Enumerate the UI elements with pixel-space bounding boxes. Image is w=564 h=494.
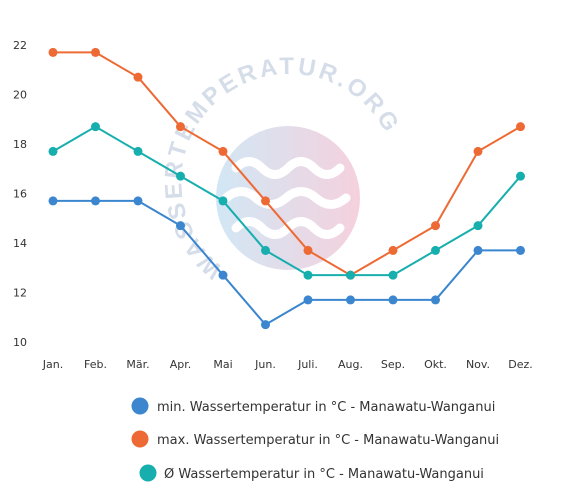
- x-tick-label: Jun.: [254, 358, 276, 371]
- legend-marker: [131, 430, 149, 448]
- data-point[interactable]: [346, 295, 355, 305]
- data-point[interactable]: [303, 245, 313, 255]
- y-axis: 10 12 14 16 18 20 22: [13, 39, 27, 349]
- data-point[interactable]: [91, 122, 100, 132]
- legend-label: max. Wassertemperatur in °C - Manawatu-W…: [157, 433, 499, 448]
- x-tick-label: Dez.: [508, 358, 533, 371]
- data-point[interactable]: [176, 171, 185, 181]
- data-point[interactable]: [516, 171, 525, 181]
- legend: min. Wassertemperatur in °C - Manawatu-W…: [131, 397, 500, 483]
- data-point[interactable]: [473, 146, 483, 156]
- data-point[interactable]: [48, 196, 58, 206]
- data-point[interactable]: [176, 221, 185, 231]
- series-1: [48, 196, 525, 330]
- legend-label: min. Wassertemperatur in °C - Manawatu-W…: [157, 400, 495, 415]
- series-line: [53, 199, 521, 326]
- x-tick-label: Feb.: [84, 358, 107, 371]
- x-tick-label: Nov.: [466, 358, 490, 371]
- series-line: [53, 51, 522, 277]
- x-tick-label: Apr.: [170, 358, 192, 371]
- data-point[interactable]: [303, 295, 313, 305]
- data-point[interactable]: [516, 122, 525, 132]
- x-tick-label: Okt.: [424, 358, 447, 371]
- data-point[interactable]: [303, 270, 313, 280]
- data-point[interactable]: [133, 196, 143, 206]
- data-point[interactable]: [388, 270, 398, 280]
- data-point[interactable]: [218, 270, 228, 280]
- x-tick-label: Juli.: [297, 358, 318, 371]
- x-tick-label: Sep.: [381, 358, 405, 371]
- watermark-logo: WASSERTEMPERATUR.ORG: [160, 53, 402, 284]
- data-point[interactable]: [473, 221, 483, 231]
- series-line: [52, 125, 522, 277]
- x-tick-label: Mär.: [126, 358, 149, 371]
- data-point[interactable]: [346, 270, 355, 280]
- series-3: [48, 122, 525, 280]
- legend-marker: [131, 397, 149, 415]
- y-tick-label: 22: [13, 39, 27, 52]
- legend-marker: [139, 464, 157, 482]
- y-tick-label: 18: [13, 138, 27, 151]
- y-tick-label: 10: [13, 336, 27, 349]
- y-tick-label: 14: [13, 237, 27, 250]
- data-point[interactable]: [133, 72, 143, 82]
- data-point[interactable]: [91, 47, 100, 57]
- x-axis: Jan. Feb. Mär. Apr. Mai Jun. Juli. Aug. Sep. Okt.…: [42, 358, 533, 371]
- data-point[interactable]: [261, 196, 270, 206]
- legend-item[interactable]: min. Wassertemperatur in °C - Manawatu-W…: [131, 397, 496, 416]
- x-tick-label: Aug.: [338, 358, 363, 371]
- data-point[interactable]: [431, 245, 440, 255]
- data-point[interactable]: [473, 245, 483, 255]
- data-point[interactable]: [431, 295, 440, 305]
- x-tick-label: Mai: [213, 358, 232, 371]
- data-point[interactable]: [388, 295, 398, 305]
- data-point[interactable]: [431, 221, 440, 231]
- legend-item[interactable]: Ø Wassertemperatur in °C - Manawatu-Wang…: [139, 464, 484, 483]
- data-point[interactable]: [48, 146, 58, 156]
- data-point[interactable]: [261, 245, 270, 255]
- legend-item[interactable]: max. Wassertemperatur in °C - Manawatu-W…: [131, 430, 500, 449]
- data-point[interactable]: [218, 196, 228, 206]
- legend-label: Ø Wassertemperatur in °C - Manawatu-Wang…: [164, 467, 484, 482]
- data-point[interactable]: [516, 245, 525, 255]
- data-point[interactable]: [91, 196, 100, 206]
- data-point[interactable]: [388, 245, 398, 255]
- y-tick-label: 20: [13, 89, 27, 102]
- data-point[interactable]: [48, 47, 58, 57]
- data-point[interactable]: [261, 320, 270, 330]
- data-point[interactable]: [218, 146, 228, 156]
- y-tick-label: 16: [13, 188, 27, 201]
- data-point[interactable]: [133, 146, 143, 156]
- y-tick-label: 12: [13, 287, 27, 300]
- data-point[interactable]: [176, 122, 185, 132]
- x-tick-label: Jan.: [42, 358, 63, 371]
- series-layer: [48, 47, 525, 330]
